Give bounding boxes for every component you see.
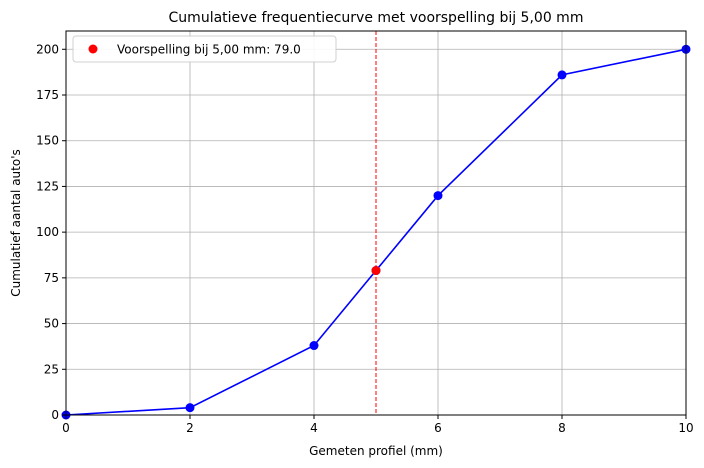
- x-tick-label: 2: [186, 421, 194, 435]
- chart-title: Cumulatieve frequentiecurve met voorspel…: [169, 10, 584, 26]
- y-tick-label: 150: [36, 134, 59, 148]
- series-group: [61, 44, 691, 420]
- x-tick-label: 0: [62, 421, 70, 435]
- y-tick-label: 25: [44, 362, 59, 376]
- x-tick-label: 4: [310, 421, 318, 435]
- legend-label: Voorspelling bij 5,00 mm: 79.0: [117, 43, 301, 57]
- x-axis: 0 2 4 6 8 10: [62, 415, 694, 435]
- x-tick-label: 10: [678, 421, 693, 435]
- x-tick-label: 6: [434, 421, 442, 435]
- y-tick-label: 175: [36, 88, 59, 102]
- x-tick-label: 8: [558, 421, 566, 435]
- x-axis-label: Gemeten profiel (mm): [309, 444, 443, 458]
- legend-box: [72, 35, 337, 63]
- y-tick-label: 75: [44, 271, 59, 285]
- y-tick-label: 100: [36, 225, 59, 239]
- y-tick-label: 200: [36, 42, 59, 56]
- prediction-point: [371, 266, 381, 276]
- legend-marker: [88, 44, 98, 54]
- plot-frame: [65, 30, 687, 416]
- y-tick-label: 0: [51, 408, 59, 422]
- data-point: [433, 191, 443, 201]
- data-point: [309, 341, 319, 351]
- data-point: [185, 403, 195, 413]
- y-tick-label: 125: [36, 179, 59, 193]
- y-axis-label: Cumulatief aantal auto's: [9, 149, 23, 297]
- data-point: [557, 70, 567, 80]
- y-axis: 0 25 50 75 100 125 150 175 200: [36, 42, 66, 422]
- legend: Voorspelling bij 5,00 mm: 79.0: [72, 35, 337, 63]
- y-tick-label: 50: [44, 317, 59, 331]
